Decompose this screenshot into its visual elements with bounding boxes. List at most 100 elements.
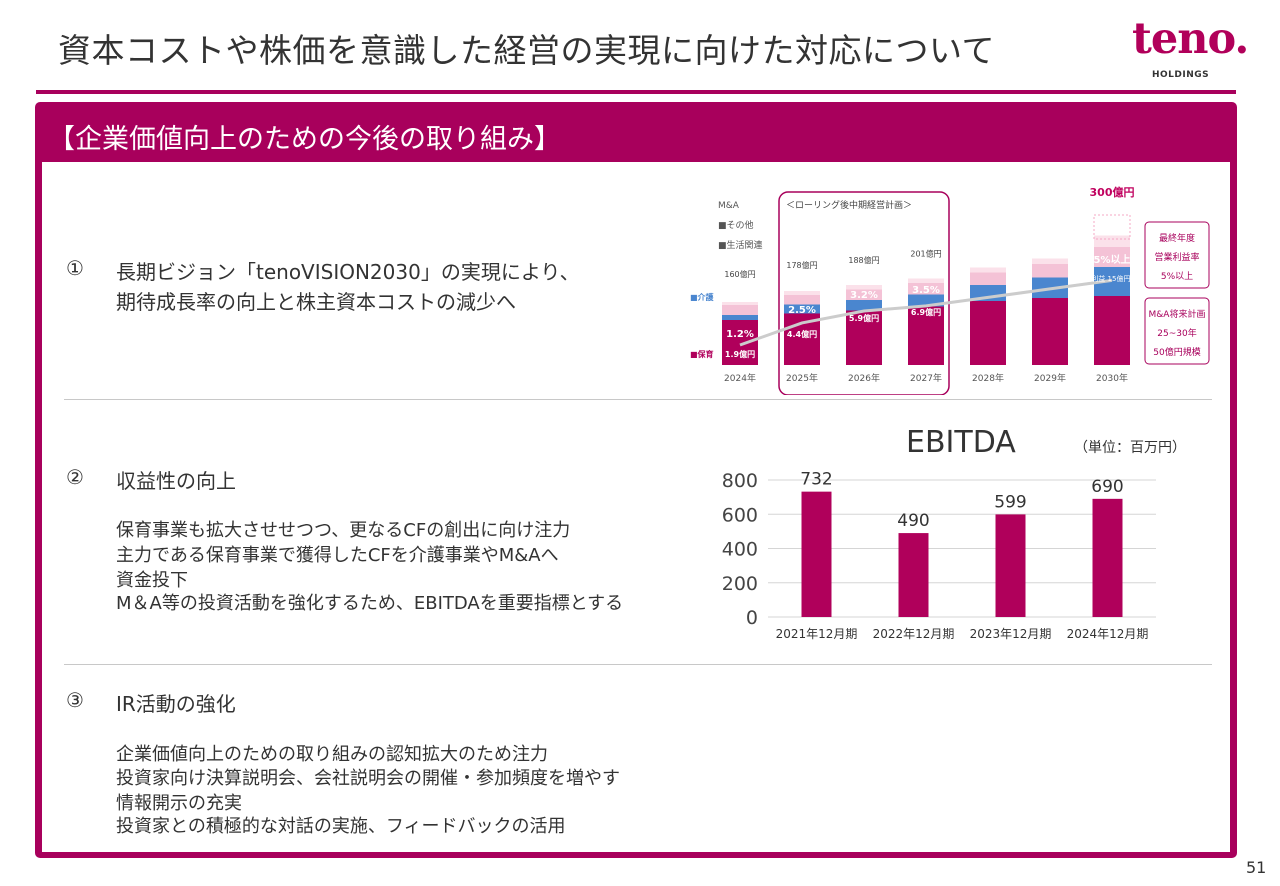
bar-segment-その他 bbox=[1094, 235, 1130, 247]
total-label: 178億円 bbox=[786, 260, 817, 270]
plan-highlight-box bbox=[778, 191, 950, 395]
section-1-number: ① bbox=[66, 256, 84, 280]
bar-segment-生活関連 bbox=[970, 272, 1006, 285]
profit-label: 4.4億円 bbox=[787, 329, 817, 339]
bar-segment-その他 bbox=[908, 278, 944, 283]
y-tick-label: 400 bbox=[722, 539, 758, 561]
data-label: 490 bbox=[897, 511, 929, 531]
chart-title: EBITDA bbox=[906, 425, 1016, 460]
profit-label: 6.9億円 bbox=[911, 307, 941, 317]
unit-label: （単位：百万円） bbox=[1074, 440, 1186, 456]
y-tick-label: 600 bbox=[722, 504, 758, 526]
ebitda-chart: EBITDA （単位：百万円） 0 200 400 600 800 732 2021年12月期 4… bbox=[722, 425, 1186, 641]
bar-segment-介護 bbox=[722, 315, 758, 320]
y-tick-label: 0 bbox=[746, 607, 758, 629]
total-label: 201億円 bbox=[910, 249, 941, 259]
bar-segment-生活関連 bbox=[784, 295, 820, 305]
divider-2 bbox=[64, 664, 1212, 665]
header-rule bbox=[36, 90, 1236, 94]
bar-segment-保育 bbox=[846, 310, 882, 365]
x-tick-label: 2030年 bbox=[1096, 372, 1128, 384]
bar-segment-生活関連 bbox=[1032, 264, 1068, 278]
ebitda-bar bbox=[801, 491, 832, 617]
ebitda-bar bbox=[1092, 498, 1123, 617]
x-tick-label: 2023年12月期 bbox=[970, 627, 1052, 641]
margin-label: 2.5% bbox=[788, 305, 816, 316]
page-number: 51 bbox=[1246, 858, 1267, 877]
revenue-forecast-chart: ＜ローリング後中期経営計画＞ M&A ■その他 ■生活関連 ■介護 ■保育 2024年 160… bbox=[690, 185, 1210, 395]
x-tick-label: 2024年 bbox=[724, 372, 756, 384]
x-tick-label: 2022年12月期 bbox=[873, 627, 955, 641]
section-2-bullet: 資金投下 bbox=[116, 570, 188, 591]
y-tick-label: 800 bbox=[722, 470, 758, 492]
x-tick-label: 2024年12月期 bbox=[1067, 627, 1149, 641]
profit-label: 1.9億円 bbox=[725, 349, 755, 359]
bar-segment-その他 bbox=[970, 267, 1006, 273]
bar-segment-生活関連 bbox=[722, 305, 758, 315]
teno-holdings-logo: teno. HOLDINGS bbox=[1132, 14, 1249, 86]
bar-segment-介護 bbox=[784, 304, 820, 314]
y-tick-label: 200 bbox=[722, 573, 758, 595]
profit-label: 5.9億円 bbox=[849, 313, 879, 323]
section-3-number: ③ bbox=[66, 688, 84, 712]
callout-text: 50億円規模 bbox=[1153, 346, 1200, 358]
callout-box-margin bbox=[1144, 221, 1210, 289]
total-label: 160億円 bbox=[724, 269, 755, 279]
section-3-bullet: 企業価値向上のための取り組みの認知拡大のため注力 bbox=[116, 744, 548, 765]
callout-text: 5%以上 bbox=[1161, 271, 1193, 282]
margin-label: 3.2% bbox=[850, 290, 878, 301]
total-label: 188億円 bbox=[848, 255, 879, 265]
x-tick-label: 2026年 bbox=[848, 372, 880, 384]
ebitda-bar bbox=[995, 514, 1026, 617]
bar-segment-生活関連 bbox=[1094, 247, 1130, 267]
callout-text: 営業利益率 bbox=[1154, 251, 1199, 263]
x-tick-label: 2021年12月期 bbox=[776, 627, 858, 641]
margin-line bbox=[739, 278, 1113, 347]
section-2-bullet: 保育事業も拡大させせつつ、更なるCFの創出に向け注力 bbox=[116, 520, 571, 541]
data-label: 599 bbox=[994, 492, 1026, 512]
callout-box-ma bbox=[1144, 297, 1210, 365]
section-banner: 【企業価値向上のための今後の取り組み】 bbox=[48, 124, 561, 155]
bar-segment-その他 bbox=[784, 291, 820, 295]
profit-label: 営業利益 15億円 以上 bbox=[1077, 274, 1146, 283]
section-3-bullet: 投資家との積極的な対話の実施、フィードバックの活用 bbox=[116, 816, 566, 837]
bar-segment-生活関連 bbox=[846, 289, 882, 300]
page-title: 資本コストや株価を意識した経営の実現に向けた対応について bbox=[58, 31, 996, 70]
callout-text: 最終年度 bbox=[1159, 232, 1195, 244]
margin-label: 3.5% bbox=[912, 285, 940, 296]
bar-segment-介護 bbox=[846, 300, 882, 311]
legend-item: ■その他 bbox=[718, 219, 754, 231]
bar-segment-保育 bbox=[1032, 298, 1068, 365]
ebitda-bar bbox=[898, 533, 929, 617]
margin-label: 1.2% bbox=[726, 329, 754, 340]
bar-segment-生活関連 bbox=[908, 283, 944, 295]
section-2-bullet: 主力である保育事業で獲得したCFを介護事業やM&Aへ bbox=[116, 545, 559, 566]
total-label: 300億円 bbox=[1090, 185, 1135, 199]
section-1-title-line1: 長期ビジョン「tenoVISION2030」の実現により、 bbox=[116, 260, 580, 284]
bar-segment-その他 bbox=[846, 285, 882, 290]
x-tick-label: 2028年 bbox=[972, 372, 1004, 384]
margin-label: 5%以上 bbox=[1094, 253, 1131, 266]
section-3-title: IR活動の強化 bbox=[116, 692, 236, 716]
x-tick-label: 2025年 bbox=[786, 372, 818, 384]
section-2-bullet: M＆A等の投資活動を強化するため、EBITDAを重要指標とする bbox=[116, 593, 624, 614]
section-3-bullet: 情報開示の充実 bbox=[116, 793, 242, 814]
callout-text: 25~30年 bbox=[1157, 327, 1196, 339]
bar-segment-保育 bbox=[970, 301, 1006, 365]
bar-segment-その他 bbox=[722, 302, 758, 305]
bar-segment-保育 bbox=[722, 320, 758, 365]
data-label: 690 bbox=[1091, 477, 1123, 497]
bar-segment-保育 bbox=[908, 306, 944, 365]
plan-highlight-label: ＜ローリング後中期経営計画＞ bbox=[786, 199, 912, 211]
logo-wordmark: teno. bbox=[1132, 14, 1249, 64]
bar-segment-保育 bbox=[1094, 296, 1130, 365]
divider-1 bbox=[64, 399, 1212, 400]
x-tick-label: 2027年 bbox=[910, 372, 942, 384]
side-label-kaigo: ■介護 bbox=[690, 292, 715, 302]
section-3-bullet: 投資家向け決算説明会、会社説明会の開催・参加頻度を増やす bbox=[116, 768, 620, 789]
legend-item: ■生活関連 bbox=[718, 239, 763, 251]
section-1-title-line2: 期待成長率の向上と株主資本コストの減少へ bbox=[116, 290, 516, 314]
logo-subtitle: HOLDINGS bbox=[1152, 70, 1210, 80]
ma-segment-outline bbox=[1093, 214, 1131, 240]
callout-text: M&A将来計画 bbox=[1149, 308, 1206, 320]
